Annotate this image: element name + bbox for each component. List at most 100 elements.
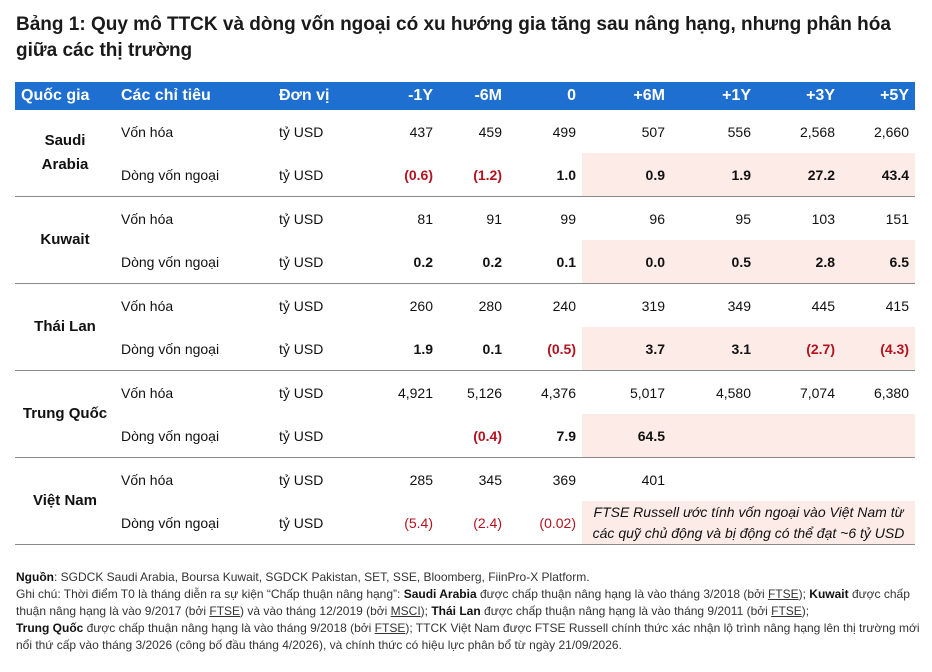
value-cell: 260 xyxy=(409,297,433,314)
value-cell: 64.5 xyxy=(582,414,671,458)
unit-cell: tỷ USD xyxy=(273,501,358,545)
note-keyword: Thái Lan xyxy=(431,604,481,618)
value-cell: (0.5) xyxy=(508,327,582,371)
country-cell: Kuwait xyxy=(15,196,115,284)
note-text: được chấp thuận nâng hạng là vào tháng 9… xyxy=(83,621,375,635)
value-cell: 0.0 xyxy=(582,240,671,284)
note-keyword: Saudi Arabia xyxy=(403,587,477,601)
country-cell: Thái Lan xyxy=(15,283,115,371)
col-header-p6m: +6M xyxy=(582,82,671,110)
value-cell: 1.0 xyxy=(508,153,582,197)
value-cell xyxy=(841,458,915,502)
col-header-p1y: +1Y xyxy=(671,82,757,110)
value-cell xyxy=(757,414,841,458)
value-cell: 103 xyxy=(811,210,835,227)
value-cell: 4,580 xyxy=(715,384,751,401)
value-cell: (1.2) xyxy=(439,153,508,197)
value-cell: 349 xyxy=(727,297,751,314)
source-label: Nguồn xyxy=(16,570,54,584)
value-cell: 445 xyxy=(811,297,835,314)
value-cell: 556 xyxy=(727,123,751,140)
value-cell: (0.02) xyxy=(508,501,582,545)
note-text: được chấp thuận nâng hạng là vào tháng 3… xyxy=(476,587,768,601)
indicator-cell: Vốn hóa xyxy=(121,471,174,488)
table-row: Kuwait Vốn hóa tỷ USD 81 91 99 96 95 103… xyxy=(15,196,915,284)
table-row: Dòng vốn ngoại tỷ USD (5.4) (2.4) (0.02)… xyxy=(15,501,915,545)
country-cell: Trung Quốc xyxy=(15,370,115,458)
note-paragraph: Ghi chú: Thời điểm T0 là tháng diễn ra s… xyxy=(16,586,921,654)
value-cell: 27.2 xyxy=(757,153,841,197)
value-cell: 81 xyxy=(417,210,433,227)
source-text: : SGDCK Saudi Arabia, Boursa Kuwait, SGD… xyxy=(54,570,590,584)
value-cell: 2,660 xyxy=(873,123,909,140)
value-cell: 7.9 xyxy=(508,414,582,458)
footnotes: Nguồn: SGDCK Saudi Arabia, Boursa Kuwait… xyxy=(16,569,921,654)
value-cell: 0.9 xyxy=(582,153,671,197)
value-cell: (5.4) xyxy=(358,501,439,545)
country-cell: Saudi Arabia xyxy=(15,110,115,197)
value-cell xyxy=(757,458,841,502)
indicator-cell: Vốn hóa xyxy=(121,384,174,401)
unit-cell: tỷ USD xyxy=(279,384,324,401)
indicator-cell: Vốn hóa xyxy=(121,210,174,227)
value-cell: (2.4) xyxy=(439,501,508,545)
indicator-cell: Vốn hóa xyxy=(121,297,174,314)
market-table: Quốc gia Các chỉ tiêu Đơn vị -1Y -6M 0 +… xyxy=(15,82,915,545)
indicator-cell: Dòng vốn ngoại xyxy=(115,414,273,458)
indicator-cell: Dòng vốn ngoại xyxy=(115,153,273,197)
value-cell xyxy=(671,458,757,502)
note-text: ); xyxy=(420,604,432,618)
value-cell: 345 xyxy=(478,471,502,488)
table-row: Dòng vốn ngoại tỷ USD (0.6) (1.2) 1.0 0.… xyxy=(15,153,915,197)
indicator-cell: Dòng vốn ngoại xyxy=(115,240,273,284)
value-cell: (4.3) xyxy=(841,327,915,371)
value-cell: 4,921 xyxy=(397,384,433,401)
value-cell: 5,126 xyxy=(466,384,502,401)
value-cell: 151 xyxy=(885,210,909,227)
value-cell: 95 xyxy=(735,210,751,227)
indicator-cell: Vốn hóa xyxy=(121,123,174,140)
note-text: ); xyxy=(801,604,810,618)
note-text: được chấp thuận nâng hạng là vào 9/2017 … xyxy=(16,587,910,618)
value-cell: 437 xyxy=(409,123,433,140)
country-cell: Việt Nam xyxy=(15,457,115,545)
value-cell: 2,568 xyxy=(799,123,835,140)
value-cell: 3.7 xyxy=(582,327,671,371)
value-cell: 0.2 xyxy=(358,240,439,284)
col-header-unit: Đơn vị xyxy=(273,82,358,110)
value-cell: 0.2 xyxy=(439,240,508,284)
col-header-country: Quốc gia xyxy=(15,82,115,110)
unit-cell: tỷ USD xyxy=(273,240,358,284)
value-cell: 1.9 xyxy=(671,153,757,197)
value-cell: 240 xyxy=(552,297,576,314)
value-cell: 2.8 xyxy=(757,240,841,284)
value-cell: 319 xyxy=(641,297,665,314)
unit-cell: tỷ USD xyxy=(273,327,358,371)
value-cell: 91 xyxy=(486,210,502,227)
value-cell: 4,376 xyxy=(540,384,576,401)
unit-cell: tỷ USD xyxy=(279,123,324,140)
vietnam-forecast-note: FTSE Russell ước tính vốn ngoại vào Việt… xyxy=(582,501,915,545)
note-text: ) và vào tháng 12/2019 (bởi xyxy=(240,604,391,618)
value-cell: 6.5 xyxy=(841,240,915,284)
value-cell: 99 xyxy=(560,210,576,227)
table-row: Dòng vốn ngoại tỷ USD 0.2 0.2 0.1 0.0 0.… xyxy=(15,240,915,284)
value-cell: 0.1 xyxy=(508,240,582,284)
value-cell: 369 xyxy=(552,471,576,488)
table-row: Dòng vốn ngoại tỷ USD 1.9 0.1 (0.5) 3.7 … xyxy=(15,327,915,371)
value-cell: 401 xyxy=(641,471,665,488)
note-keyword: Kuwait xyxy=(809,587,849,601)
note-link: MSCI xyxy=(390,604,421,618)
value-cell: 507 xyxy=(641,123,665,140)
value-cell xyxy=(841,414,915,458)
note-text: ); TTCK Việt Nam được FTSE Russell chính… xyxy=(16,621,920,652)
col-header-t0: 0 xyxy=(508,82,582,110)
table-row: Dòng vốn ngoại tỷ USD (0.4) 7.9 64.5 xyxy=(15,414,915,458)
value-cell: (0.4) xyxy=(439,414,508,458)
value-cell: 5,017 xyxy=(629,384,665,401)
note-link: FTSE xyxy=(767,587,799,601)
unit-cell: tỷ USD xyxy=(273,153,358,197)
note-text: ); xyxy=(798,587,810,601)
value-cell: 0.5 xyxy=(671,240,757,284)
note-link: FTSE xyxy=(209,604,241,618)
